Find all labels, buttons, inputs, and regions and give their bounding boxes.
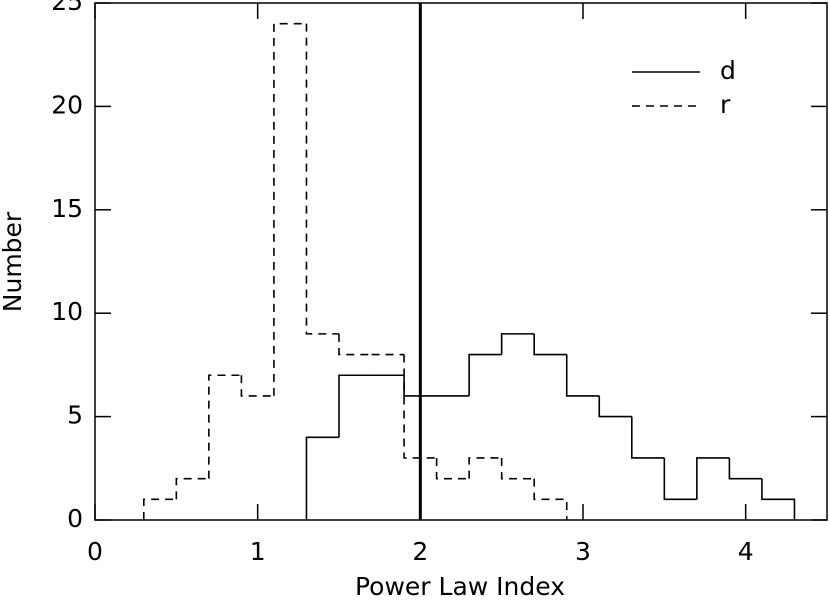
histogram-bin [500,333,535,355]
histogram-bin [435,457,470,480]
histogram-bin [728,457,762,480]
legend-label: d [720,56,736,85]
legend-label: r [720,90,731,119]
x-tick-label: 3 [575,537,591,566]
histogram-bin [533,478,568,520]
histogram-bin [240,375,274,397]
x-tick-label: 1 [250,537,266,566]
histogram-bin [696,457,730,500]
histogram-bin [305,436,339,520]
histogram-bin [273,22,307,396]
x-axis-title: Power Law Index [355,572,565,601]
histogram-bin [468,353,502,396]
histogram-bin [468,457,502,479]
histogram-bin [143,498,177,520]
histogram-bin [338,333,372,356]
histogram-bin [338,374,372,438]
histogram-bin [761,478,796,520]
y-tick-label: 0 [67,504,83,533]
histogram-bin [403,354,437,459]
x-tick-label: 0 [87,537,103,566]
histogram-bin [631,416,665,459]
y-tick-label: 25 [51,0,83,16]
y-tick-label: 15 [51,194,83,223]
histogram-bin [533,333,567,356]
x-tick-label: 2 [412,537,428,566]
y-tick-label: 20 [51,90,83,119]
y-tick-label: 5 [67,401,83,430]
y-axis-title: Number [0,211,27,312]
histogram-bin [663,457,697,501]
histogram-bin [403,375,437,397]
histogram-bin [208,374,242,479]
x-tick-label: 4 [738,537,754,566]
histogram-bin [565,354,600,397]
plot-frame [94,2,828,521]
histogram-bin [305,23,339,335]
histogram-bin [598,395,632,418]
histogram-bin [175,477,209,500]
y-tick-label: 10 [51,297,83,326]
histogram-bin [500,457,535,480]
